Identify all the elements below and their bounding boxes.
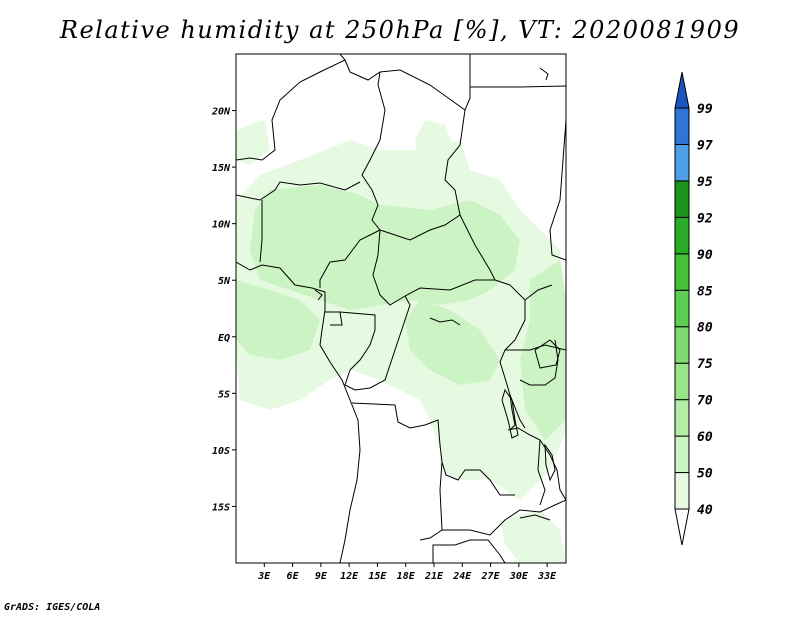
border-line bbox=[325, 311, 343, 326]
border-line bbox=[419, 461, 443, 541]
border-line bbox=[344, 54, 471, 111]
humidity-field bbox=[236, 120, 566, 563]
borders bbox=[236, 54, 566, 563]
colorbar-segment bbox=[674, 180, 690, 218]
colorbar-label: 99 bbox=[697, 102, 713, 117]
software-credit: GrADS: IGES/COLA bbox=[4, 602, 101, 613]
colorbar-upper-arrow bbox=[674, 71, 690, 109]
lon-tick-label: 27E bbox=[481, 571, 501, 582]
colorbar-segment bbox=[674, 435, 690, 474]
border-line bbox=[519, 339, 559, 386]
lake-malawi bbox=[544, 443, 556, 482]
colorbar-label: 75 bbox=[697, 357, 713, 372]
lat-tick-label: 5S bbox=[218, 389, 230, 400]
lon-tick-label: 18E bbox=[397, 571, 416, 582]
border-line bbox=[236, 261, 361, 563]
border-line bbox=[470, 85, 566, 88]
colorbar-label: 50 bbox=[697, 467, 713, 482]
lon-tick-label: 30E bbox=[509, 571, 529, 582]
colorbar-label: 70 bbox=[697, 394, 713, 409]
border-line bbox=[507, 427, 546, 506]
colorbar-segment bbox=[674, 399, 690, 437]
colorbar-lower-arrow bbox=[674, 508, 690, 546]
lat-tick-label: 20N bbox=[211, 107, 231, 118]
lon-tick-label: 6E bbox=[287, 571, 300, 582]
colorbar-label: 80 bbox=[697, 321, 713, 336]
plot-frame bbox=[235, 53, 567, 564]
border-line bbox=[444, 109, 466, 216]
colorbar-label: 92 bbox=[697, 211, 713, 226]
colorbar-label: 97 bbox=[697, 138, 713, 153]
border-line bbox=[314, 289, 323, 301]
lat-tick-label: EQ bbox=[218, 333, 230, 344]
border-line bbox=[539, 439, 566, 501]
lon-tick-label: 12E bbox=[340, 571, 359, 582]
border-line bbox=[429, 317, 461, 326]
border-line bbox=[319, 229, 381, 288]
colorbar: 40 50 60 70 75 80 85 90 92 95 97 99 bbox=[674, 71, 713, 546]
lake-tanganyika bbox=[501, 388, 519, 439]
border-line bbox=[372, 229, 495, 306]
border-line bbox=[236, 181, 361, 201]
border-line bbox=[259, 200, 263, 263]
humidity-region bbox=[500, 510, 566, 563]
colorbar-segment bbox=[674, 472, 690, 510]
border-line bbox=[519, 514, 551, 521]
lat-tick-label: 10S bbox=[212, 446, 230, 457]
border-line bbox=[339, 295, 411, 391]
lon-tick-label: 21E bbox=[424, 571, 444, 582]
border-line bbox=[539, 67, 549, 81]
humidity-region bbox=[305, 215, 370, 258]
border-line bbox=[442, 499, 566, 536]
colorbar-segment bbox=[674, 143, 690, 182]
humidity-region bbox=[415, 120, 455, 175]
colorbar-label: 95 bbox=[697, 175, 713, 190]
border-line bbox=[494, 279, 553, 301]
border-line bbox=[432, 539, 506, 563]
lat-tick-label: 15N bbox=[212, 163, 231, 174]
colorbar-label: 90 bbox=[697, 248, 713, 263]
colorbar-segment bbox=[674, 107, 690, 145]
lake-victoria bbox=[534, 339, 561, 369]
border-line bbox=[236, 54, 346, 161]
lon-tick-label: 24E bbox=[452, 571, 472, 582]
longitude-axis: 3E 6E 9E 12E 15E 18E 21E 24E 27E 30E 33E bbox=[257, 563, 557, 582]
map-title: Relative humidity at 250hPa [%], VT: 202… bbox=[59, 16, 741, 44]
humidity-region bbox=[236, 280, 320, 360]
colorbar-segment bbox=[674, 326, 690, 364]
colorbar-label: 40 bbox=[697, 503, 713, 518]
lon-tick-label: 33E bbox=[537, 571, 557, 582]
humidity-region bbox=[405, 300, 500, 385]
humidity-region bbox=[250, 185, 520, 310]
humidity-region bbox=[400, 235, 470, 280]
border-line bbox=[379, 214, 496, 281]
latitude-axis: 20N 15N 10N 5N EQ 5S 10S 15S bbox=[211, 107, 236, 513]
border-line bbox=[505, 344, 566, 351]
lon-tick-label: 9E bbox=[315, 571, 328, 582]
border-line bbox=[549, 119, 566, 261]
colorbar-label: 85 bbox=[697, 284, 713, 299]
lat-tick-label: 10N bbox=[212, 220, 231, 231]
border-line bbox=[499, 300, 526, 431]
colorbar-segment bbox=[674, 253, 690, 291]
humidity-region bbox=[520, 260, 566, 440]
lat-tick-label: 5N bbox=[218, 276, 231, 287]
colorbar-segment bbox=[674, 289, 690, 328]
humidity-region bbox=[236, 120, 270, 165]
colorbar-segment bbox=[674, 216, 690, 255]
lat-tick-label: 15S bbox=[212, 502, 230, 513]
border-line bbox=[361, 71, 386, 231]
colorbar-label: 60 bbox=[697, 430, 713, 445]
lon-tick-label: 15E bbox=[368, 571, 387, 582]
border-line bbox=[509, 394, 526, 429]
lon-tick-label: 3E bbox=[257, 571, 271, 582]
colorbar-segment bbox=[674, 362, 690, 401]
